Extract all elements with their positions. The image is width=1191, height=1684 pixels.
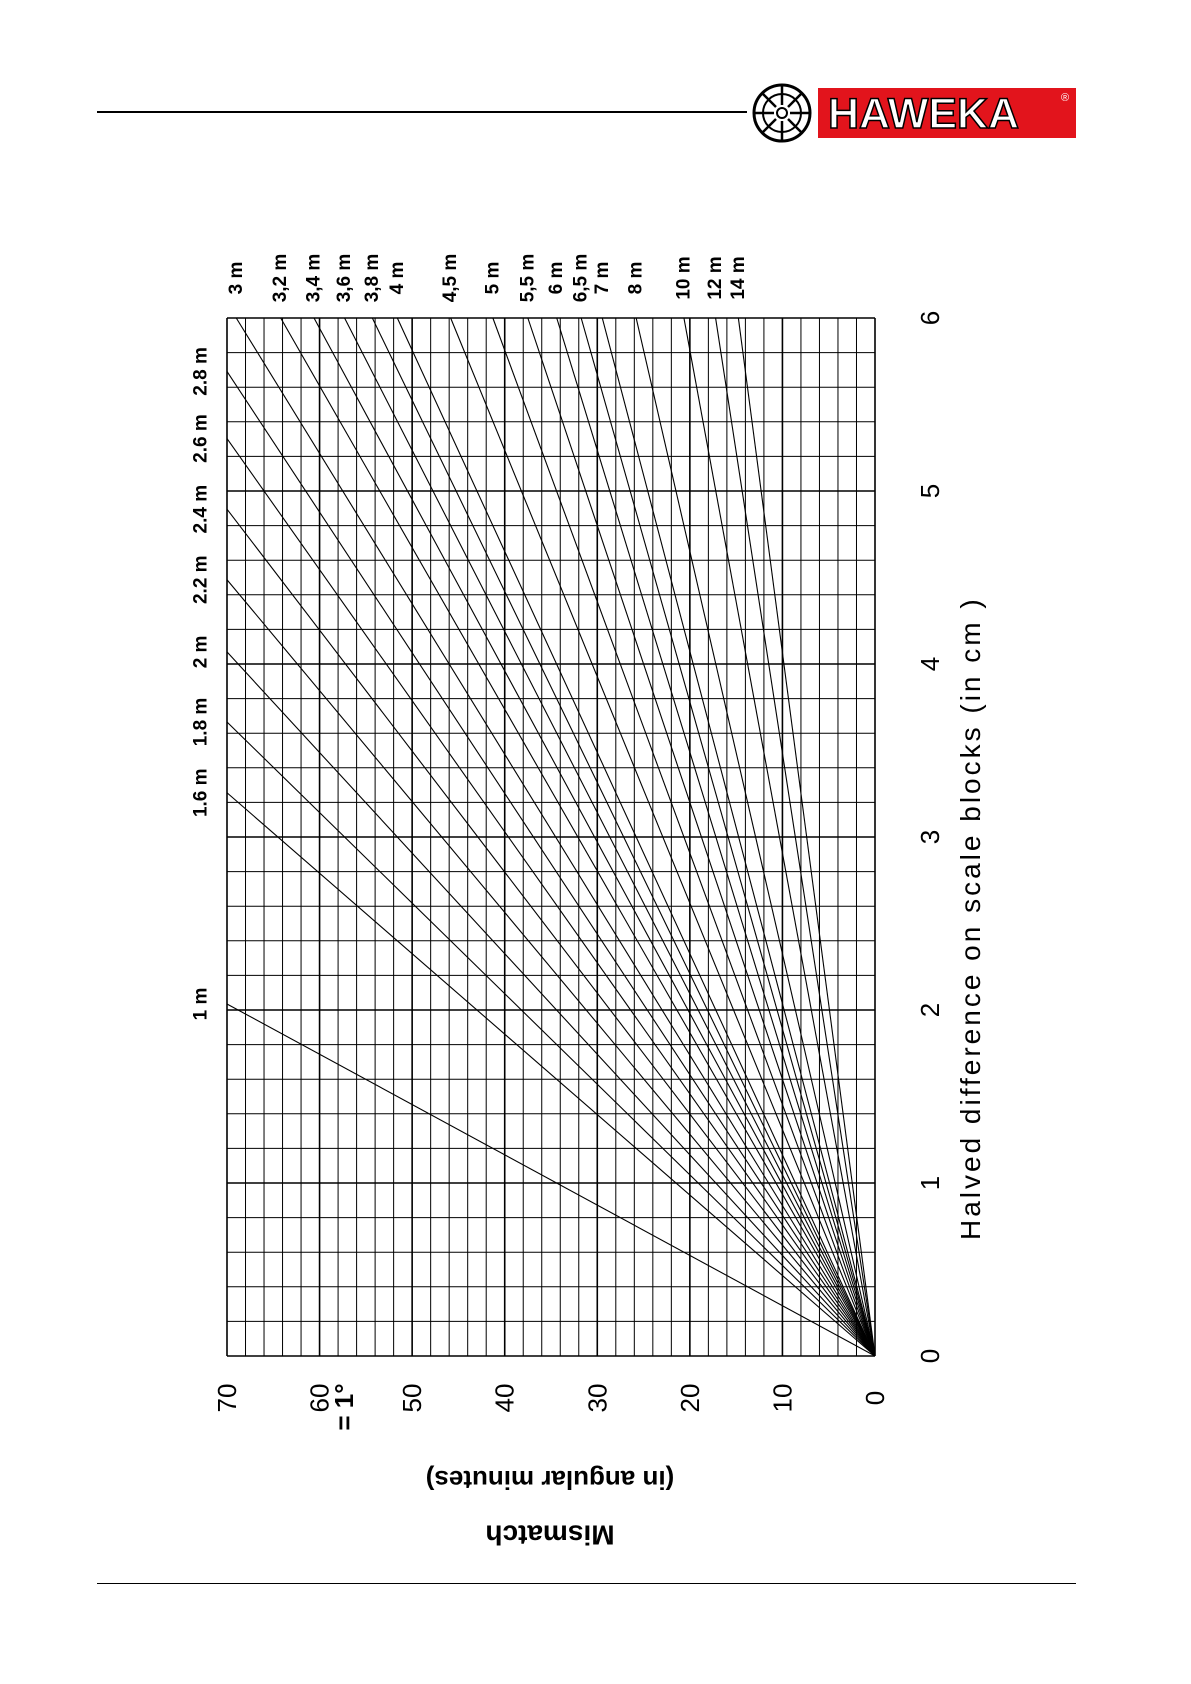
- series-line: [226, 508, 876, 1357]
- series-lines: [226, 317, 876, 1357]
- y-tick-labels: 0 10 20 30 40 50 60 70: [212, 1384, 890, 1413]
- haweka-logo: HAWEKA ®: [752, 83, 1076, 143]
- series-label: 2 m: [191, 636, 212, 669]
- footer-rule: [97, 1583, 1076, 1584]
- series-line: [280, 317, 876, 1357]
- y-tick-label: 50: [397, 1384, 427, 1413]
- series-line: [226, 579, 876, 1357]
- y-tick-label: 0: [860, 1391, 890, 1405]
- series-labels: 1 m 1.6 m 1.8 m 2 m 2.2 m 2.4 m 2.6 m 2.8 m 3 m 3…: [191, 254, 749, 1021]
- series-line: [683, 317, 876, 1357]
- series-line: [450, 317, 876, 1357]
- one-degree-note: = 1°: [329, 1383, 359, 1430]
- series-label: 10 m: [673, 256, 694, 299]
- series-line: [226, 792, 876, 1357]
- series-label: 5 m: [482, 262, 503, 295]
- series-label: 2.4 m: [191, 485, 212, 534]
- series-label: 3 m: [226, 262, 247, 295]
- y-tick-label: 70: [212, 1384, 242, 1413]
- series-line: [226, 721, 876, 1357]
- series-label: 8 m: [626, 262, 647, 295]
- series-line: [737, 317, 876, 1357]
- series-line: [344, 317, 876, 1357]
- header-rule: [97, 111, 747, 113]
- y-axis-title-line2: (in angular minutes): [426, 1465, 674, 1495]
- series-line: [226, 438, 876, 1357]
- series-label: 3,8 m: [362, 254, 383, 303]
- x-axis-title: Halved difference on scale blocks (in cm…: [955, 596, 986, 1240]
- series-line: [226, 371, 876, 1357]
- y-tick-label: 60: [305, 1384, 335, 1413]
- series-line: [556, 317, 876, 1357]
- series-label: 7 m: [592, 262, 613, 295]
- series-label: 2.6 m: [191, 414, 212, 463]
- y-tick-label: 40: [490, 1384, 520, 1413]
- series-label: 1 m: [191, 988, 212, 1021]
- series-line: [396, 317, 876, 1357]
- series-label: 1.8 m: [191, 698, 212, 747]
- y-axis-title-line1: Mismatch: [485, 1520, 614, 1551]
- series-label: 4 m: [387, 262, 408, 295]
- series-label: 2.2 m: [191, 555, 212, 604]
- series-line: [235, 317, 876, 1357]
- x-tick-label: 3: [915, 830, 945, 844]
- x-tick-label: 0: [915, 1349, 945, 1363]
- series-label: 6,5 m: [571, 254, 592, 303]
- series-line: [226, 1003, 876, 1357]
- series-label: 3,2 m: [270, 254, 291, 303]
- x-tick-label: 4: [915, 657, 945, 671]
- series-line: [580, 317, 876, 1357]
- registered-mark: ®: [1061, 92, 1069, 104]
- series-line: [527, 317, 876, 1357]
- series-line: [715, 317, 876, 1357]
- series-line: [635, 317, 876, 1357]
- series-line: [601, 317, 876, 1357]
- logo-wordmark: HAWEKA: [828, 90, 1019, 138]
- series-label: 4,5 m: [440, 254, 461, 303]
- grid: [226, 317, 876, 1357]
- y-tick-label: 20: [675, 1384, 705, 1413]
- y-tick-label: 30: [582, 1384, 612, 1413]
- series-label: 6 m: [546, 262, 567, 295]
- x-tick-label: 2: [915, 1003, 945, 1017]
- series-line: [371, 317, 876, 1357]
- series-line: [492, 317, 876, 1357]
- series-label: 3,4 m: [304, 254, 325, 303]
- series-label: 1.6 m: [191, 768, 212, 817]
- x-tick-label: 6: [915, 311, 945, 325]
- logo-red-panel: [818, 88, 1076, 138]
- series-label: 3,6 m: [334, 254, 355, 303]
- series-line: [226, 651, 876, 1357]
- series-label: 12 m: [705, 256, 726, 299]
- series-line: [313, 317, 876, 1357]
- y-tick-label: 10: [767, 1384, 797, 1413]
- x-tick-label: 5: [915, 484, 945, 498]
- x-tick-label: 1: [915, 1176, 945, 1190]
- wheel-icon: [752, 83, 812, 143]
- series-label: 14 m: [728, 256, 749, 299]
- series-label: 2.8 m: [191, 347, 212, 396]
- series-label: 5,5 m: [517, 254, 538, 303]
- x-tick-labels: 0 1 2 3 4 5 6: [915, 311, 945, 1363]
